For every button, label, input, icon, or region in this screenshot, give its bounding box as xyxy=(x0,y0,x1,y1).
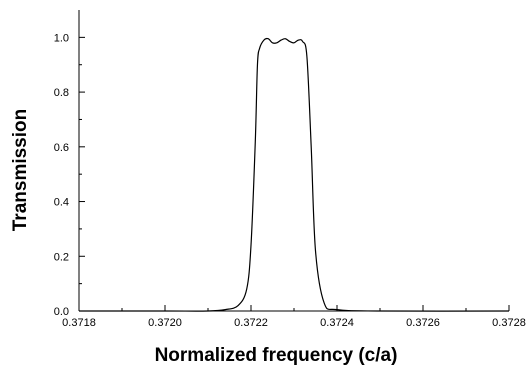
y-tick-label: 0.4 xyxy=(54,197,69,209)
y-tick-label: 0.6 xyxy=(54,142,69,154)
y-tick-label: 1.0 xyxy=(54,32,69,44)
x-axis-ticks: 0.3718 0.3720 0.3722 0.3724 0.3726 0.3728 xyxy=(62,305,526,329)
x-axis-title: Normalized frequency (c/a) xyxy=(155,345,398,366)
x-tick-label: 0.3722 xyxy=(234,317,268,329)
x-tick-label: 0.3726 xyxy=(406,317,440,329)
y-tick-label: 0.8 xyxy=(54,87,69,99)
y-tick-label: 0.0 xyxy=(54,306,69,318)
y-axis-title: Transmission xyxy=(10,109,31,232)
x-tick-label: 0.3728 xyxy=(492,317,526,329)
x-tick-label: 0.3724 xyxy=(320,317,354,329)
y-tick-label: 0.2 xyxy=(54,251,69,263)
x-tick-label: 0.3718 xyxy=(62,317,96,329)
y-axis-ticks: 0.0 0.2 0.4 0.6 0.8 1.0 xyxy=(54,32,85,318)
transmission-curve xyxy=(79,37,510,312)
x-tick-label: 0.3720 xyxy=(148,317,182,329)
